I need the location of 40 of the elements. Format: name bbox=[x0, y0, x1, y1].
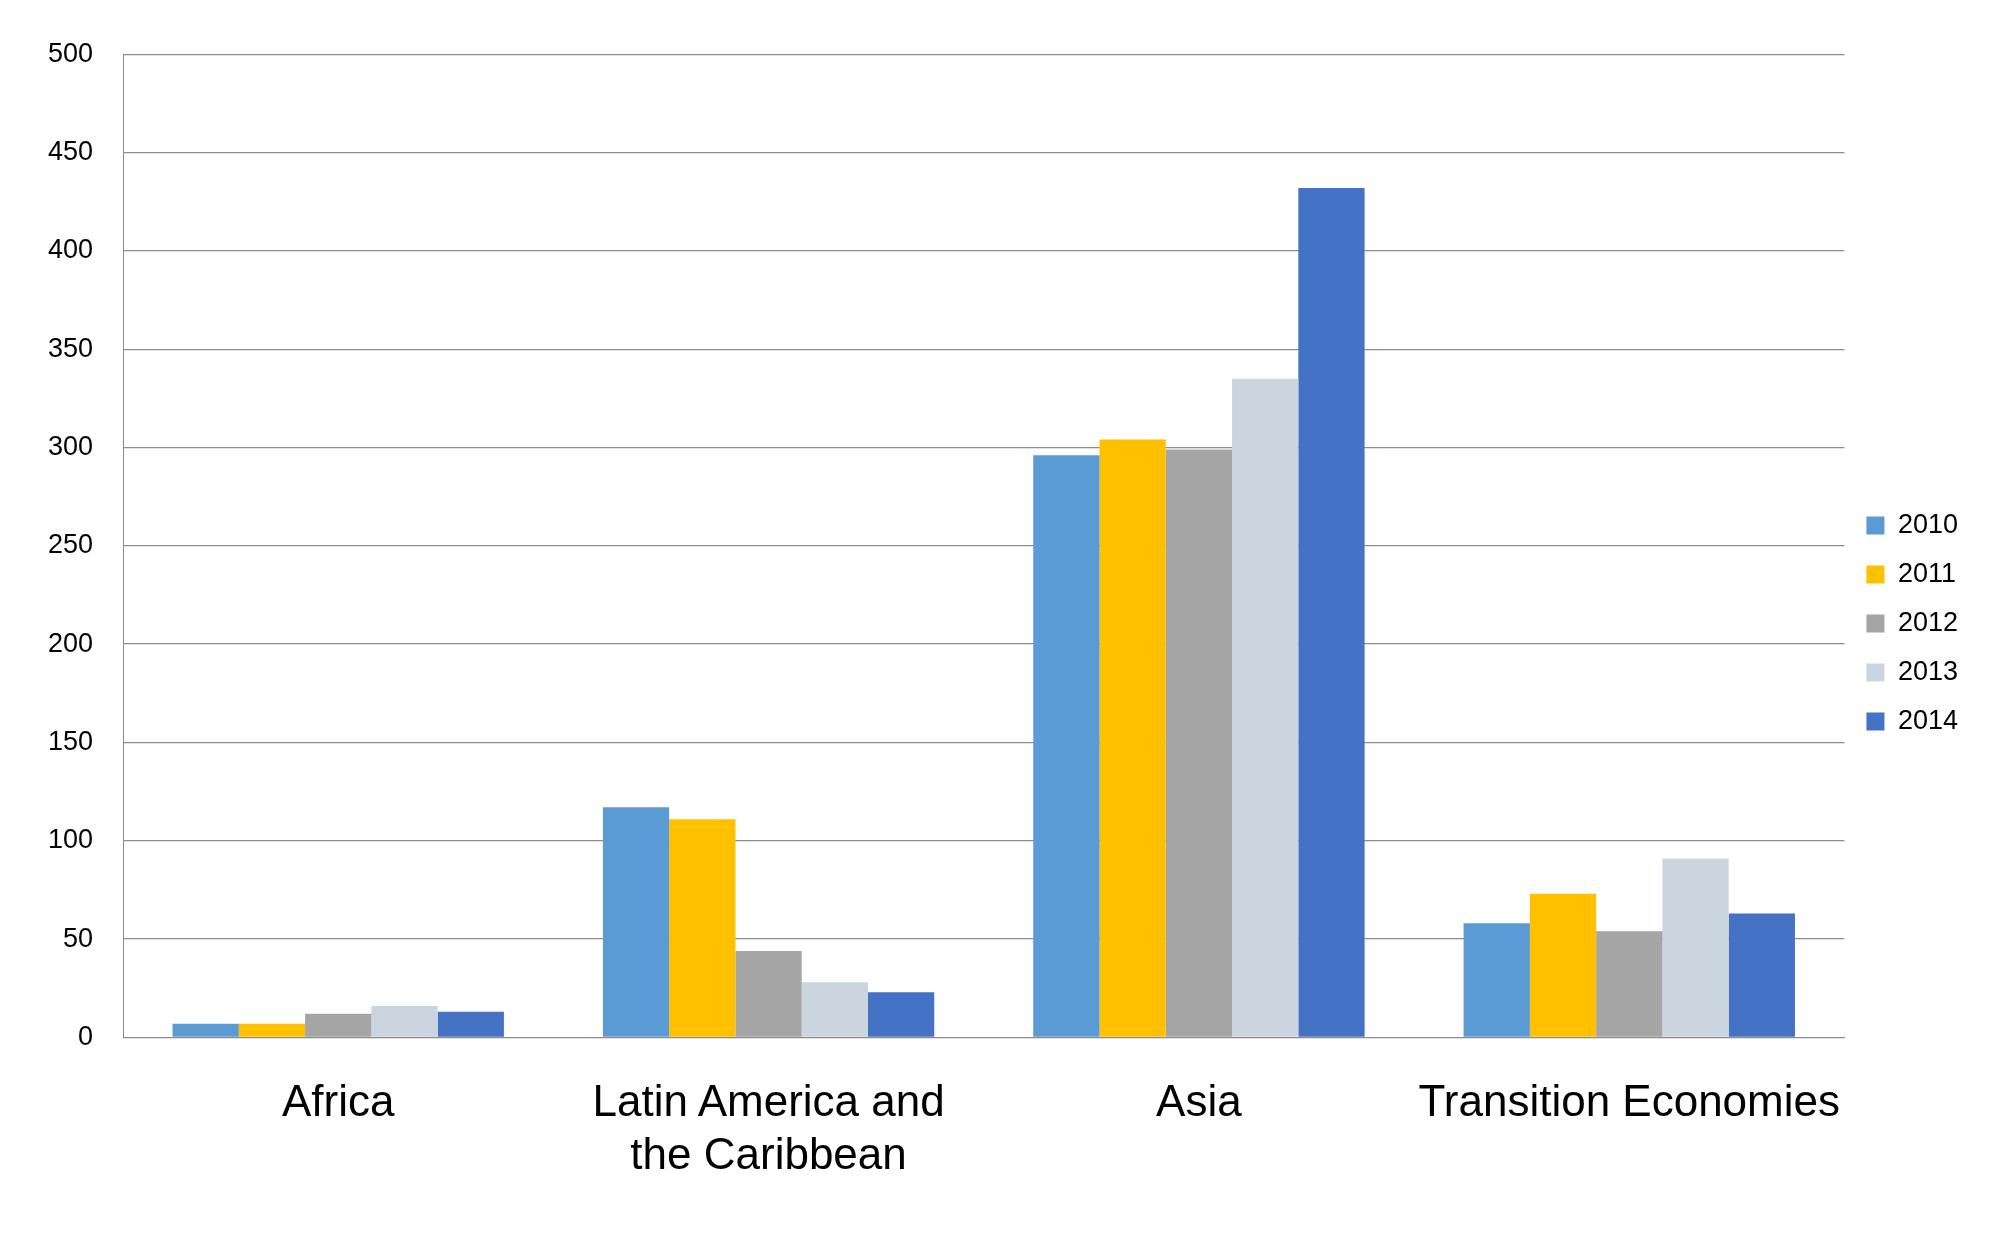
y-tick-label: 150 bbox=[47, 725, 94, 756]
y-tick-label: 100 bbox=[47, 824, 94, 855]
bar bbox=[801, 982, 868, 1037]
bar bbox=[238, 1023, 306, 1037]
y-tick-label: 200 bbox=[47, 627, 94, 658]
y-tick-label: 350 bbox=[47, 332, 94, 363]
bar bbox=[1596, 931, 1663, 1037]
y-tick-label: 450 bbox=[47, 135, 94, 166]
bar bbox=[1165, 449, 1233, 1037]
bar bbox=[1099, 439, 1166, 1037]
bar bbox=[602, 807, 670, 1037]
legend-label: 2011 bbox=[1897, 557, 1956, 588]
x-tick-label: Asia bbox=[1156, 1075, 1243, 1125]
bar bbox=[1529, 893, 1597, 1037]
x-tick-label: Latin America and the Caribbean bbox=[592, 1075, 945, 1178]
y-tick-label: 400 bbox=[47, 234, 94, 265]
x-tick-label: Africa bbox=[281, 1075, 395, 1125]
legend-label: 2012 bbox=[1897, 606, 1959, 637]
x-tick-label: Transition Economies bbox=[1418, 1075, 1840, 1125]
bar bbox=[437, 1011, 504, 1037]
bar bbox=[669, 819, 736, 1037]
legend-label: 2010 bbox=[1897, 508, 1959, 539]
legend-label: 2013 bbox=[1897, 655, 1959, 686]
legend-label: 2014 bbox=[1897, 704, 1959, 735]
bar bbox=[1298, 187, 1365, 1037]
y-tick-label: 0 bbox=[78, 1020, 94, 1051]
bar bbox=[371, 1005, 438, 1037]
bar bbox=[305, 1013, 372, 1037]
bar bbox=[735, 950, 802, 1037]
y-tick-label: 300 bbox=[47, 430, 94, 461]
bar bbox=[1033, 455, 1100, 1037]
bar bbox=[1728, 913, 1795, 1037]
bar bbox=[867, 992, 935, 1037]
bar bbox=[1662, 858, 1729, 1037]
y-tick-label: 50 bbox=[63, 922, 94, 953]
y-tick-label: 250 bbox=[47, 529, 94, 560]
bar bbox=[1463, 923, 1530, 1037]
bar bbox=[1232, 378, 1299, 1037]
y-tick-label: 500 bbox=[47, 37, 94, 68]
bar bbox=[172, 1023, 239, 1037]
